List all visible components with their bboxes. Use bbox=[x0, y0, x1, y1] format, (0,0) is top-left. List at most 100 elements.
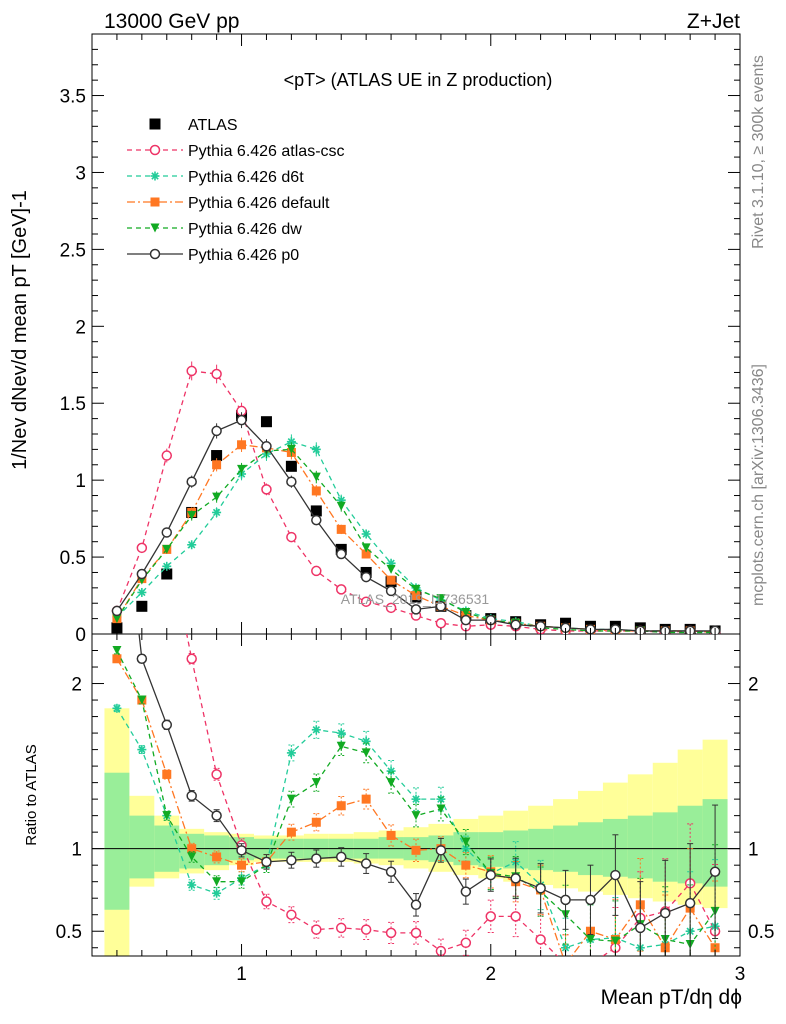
ratio-tick-label-right: 0.5 bbox=[748, 922, 774, 943]
data-point bbox=[535, 934, 546, 945]
legend-entry: Pythia 6.426 d6t bbox=[127, 169, 304, 186]
star-stroke bbox=[138, 588, 146, 597]
ratio-error-bar bbox=[288, 823, 295, 841]
ratio-error-bar bbox=[712, 864, 719, 956]
ratio-error-bar bbox=[413, 787, 419, 811]
data-point bbox=[187, 540, 197, 550]
data-point bbox=[635, 922, 646, 934]
data-point bbox=[112, 431, 121, 440]
data-point bbox=[360, 571, 372, 583]
data-point bbox=[237, 877, 247, 887]
data-point bbox=[311, 853, 322, 864]
legend-entry: ATLAS bbox=[149, 117, 238, 134]
data-point bbox=[461, 607, 471, 617]
data-point bbox=[187, 844, 197, 854]
data-point bbox=[310, 505, 322, 517]
data-point bbox=[485, 911, 497, 922]
ratio-error-bar bbox=[388, 771, 395, 794]
data-point bbox=[586, 960, 595, 969]
data-point bbox=[286, 444, 296, 454]
rivet-label: Rivet 3.1.10, ≥ 300k events bbox=[750, 55, 767, 249]
data-point bbox=[186, 653, 197, 665]
star-stroke bbox=[151, 172, 159, 180]
data-point bbox=[361, 529, 371, 539]
ratio-error-bar bbox=[687, 848, 694, 956]
watermark: ATLAS_2019_I1736531 bbox=[341, 591, 490, 607]
data-point bbox=[461, 837, 471, 847]
mc-uncertainty-bands bbox=[104, 708, 728, 956]
mc-band-green-bin bbox=[378, 837, 404, 859]
header-left: 13000 GeV pp bbox=[104, 10, 239, 33]
legend-label: Pythia 6.426 dw bbox=[188, 221, 302, 238]
data-point bbox=[311, 444, 321, 454]
data-point bbox=[187, 880, 197, 890]
data-point bbox=[311, 924, 322, 935]
data-point bbox=[385, 602, 397, 614]
ratio-error-bar bbox=[712, 880, 719, 956]
data-point bbox=[137, 587, 147, 597]
data-point bbox=[510, 619, 521, 631]
data-point bbox=[149, 144, 161, 156]
ratio-error-bar bbox=[288, 790, 295, 808]
data-point bbox=[136, 653, 148, 665]
star-stroke bbox=[337, 729, 345, 737]
data-point bbox=[336, 524, 346, 534]
mc-band-green-bin bbox=[129, 815, 155, 879]
star-stroke bbox=[138, 745, 146, 754]
data-point bbox=[336, 741, 346, 751]
ratio-error-bar bbox=[388, 921, 395, 944]
data-point bbox=[360, 596, 372, 607]
data-point bbox=[211, 368, 222, 380]
data-point bbox=[361, 549, 371, 559]
data-point bbox=[187, 852, 197, 862]
ratio-error-bar bbox=[114, 433, 120, 440]
data-point bbox=[411, 584, 421, 594]
data-point bbox=[585, 934, 595, 944]
ratio-tick-label-right: 2 bbox=[748, 675, 759, 696]
data-point bbox=[436, 594, 446, 604]
data-point bbox=[360, 858, 372, 869]
legend-label: ATLAS bbox=[188, 117, 238, 134]
legend-label: Pythia 6.426 p0 bbox=[188, 247, 299, 264]
data-point bbox=[335, 922, 347, 934]
data-point bbox=[186, 365, 197, 377]
ratio-tick-label: 1 bbox=[71, 840, 82, 861]
data-point bbox=[112, 431, 121, 440]
data-point bbox=[286, 531, 297, 543]
data-point bbox=[261, 484, 272, 495]
y-tick-label: 0.5 bbox=[60, 548, 86, 569]
data-point bbox=[585, 894, 596, 906]
ratio-error-bar bbox=[587, 904, 594, 956]
legend: ATLAS Pythia 6.426 atlas-csc Pythia 6.426 … bbox=[127, 117, 345, 264]
data-point bbox=[112, 614, 122, 624]
data-point bbox=[161, 450, 173, 461]
data-point bbox=[136, 600, 148, 612]
data-point bbox=[286, 909, 297, 920]
star-stroke bbox=[462, 844, 470, 853]
mc-band-green-bin bbox=[104, 772, 130, 910]
data-point bbox=[161, 719, 173, 731]
data-point bbox=[111, 605, 123, 617]
data-point bbox=[485, 869, 497, 881]
data-point bbox=[186, 476, 197, 487]
data-point bbox=[659, 907, 671, 919]
data-point bbox=[435, 617, 447, 629]
data-point bbox=[286, 794, 296, 804]
data-point bbox=[212, 492, 222, 502]
data-point bbox=[535, 883, 546, 894]
ratio-tick-label: 0.5 bbox=[56, 922, 82, 943]
ratio-error-bar bbox=[687, 871, 694, 956]
data-point bbox=[237, 464, 247, 474]
data-point bbox=[411, 811, 421, 821]
legend-label: Pythia 6.426 default bbox=[188, 195, 330, 212]
data-point bbox=[335, 584, 347, 595]
data-point bbox=[361, 748, 371, 758]
data-point bbox=[286, 748, 296, 758]
data-point bbox=[212, 877, 222, 887]
data-point bbox=[212, 852, 222, 862]
data-point bbox=[261, 896, 272, 907]
legend-label: Pythia 6.426 d6t bbox=[188, 169, 304, 186]
mc-band-green-bin bbox=[627, 815, 653, 879]
data-point bbox=[311, 817, 321, 827]
ratio-error-bar bbox=[687, 884, 694, 956]
